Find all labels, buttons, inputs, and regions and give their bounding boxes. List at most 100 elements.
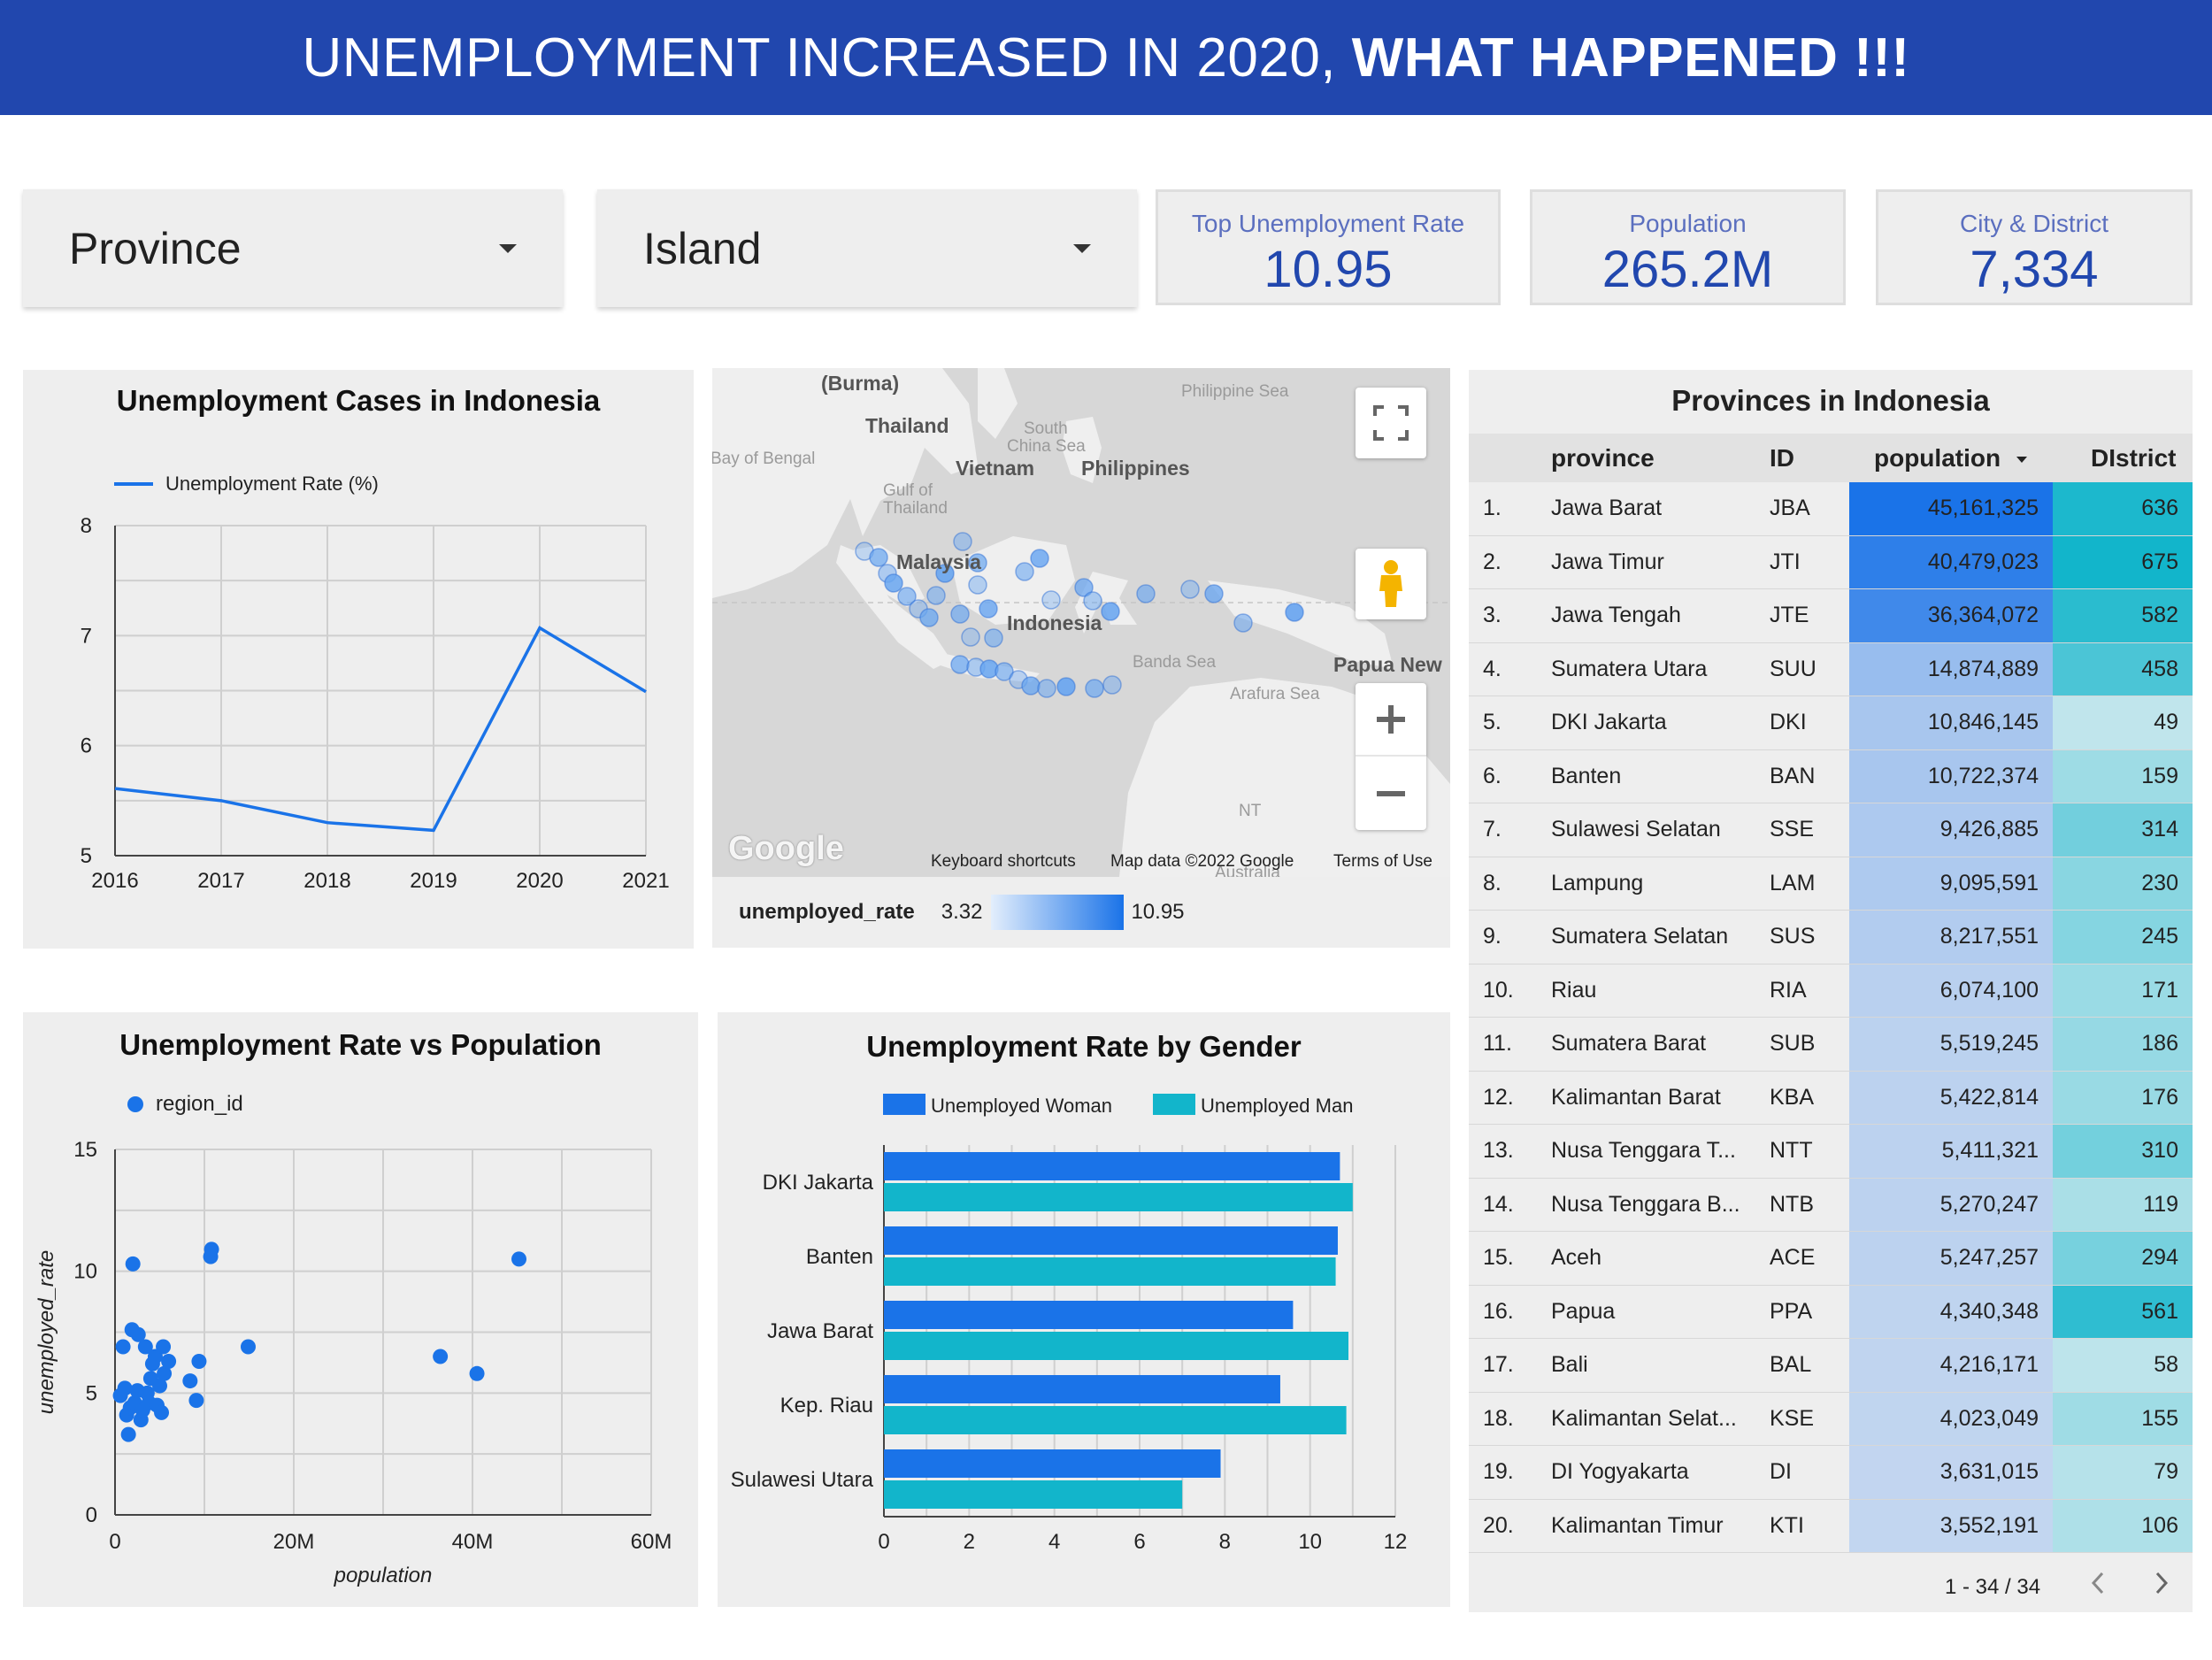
legend-dot-swatch: [127, 1096, 143, 1112]
cell-province: Kalimantan Barat: [1551, 1084, 1721, 1110]
table-row[interactable]: 1. Jawa Barat JBA 45,161,325 636: [1469, 482, 2193, 536]
y-tick-label: 7: [81, 624, 92, 648]
map-markers: [855, 532, 1304, 698]
island-filter-label: Island: [643, 223, 762, 273]
x-tick-label: 2021: [622, 869, 669, 893]
column-header-province[interactable]: province: [1551, 444, 1655, 472]
map-marker: [995, 662, 1014, 681]
table-row[interactable]: 13. Nusa Tenggara T... NTT 5,411,321 310: [1469, 1125, 2193, 1179]
island-filter[interactable]: Island: [597, 189, 1137, 307]
scatter-point: [240, 1339, 256, 1355]
x-tick-label: 2020: [516, 869, 563, 893]
row-number: 1.: [1483, 496, 1502, 521]
table-row[interactable]: 18. Kalimantan Selat... KSE 4,023,049 155: [1469, 1392, 2193, 1446]
province-filter[interactable]: Province: [23, 189, 563, 307]
map-label: Thailand: [865, 414, 949, 437]
row-number: 10.: [1483, 977, 1514, 1003]
cell-population: 45,161,325: [1849, 482, 2053, 535]
table-row[interactable]: 3. Jawa Tengah JTE 36,364,072 582: [1469, 589, 2193, 643]
cell-id: JTI: [1770, 549, 1801, 574]
legend-swatch-man: [1153, 1094, 1195, 1115]
prev-page-button[interactable]: [2088, 1570, 2108, 1604]
table-row[interactable]: 11. Sumatera Barat SUB 5,519,245 186: [1469, 1018, 2193, 1072]
map-label: Malaysia: [896, 550, 981, 573]
table-row[interactable]: 15. Aceh ACE 5,247,257 294: [1469, 1232, 2193, 1286]
cell-id: RIA: [1770, 977, 1807, 1003]
cell-district: 245: [2053, 911, 2193, 964]
cell-population: 14,874,889: [1849, 642, 2053, 696]
kpi-label: City & District: [1960, 210, 2108, 237]
provinces-table-panel: Provinces in Indonesia province ID popul…: [1469, 370, 2193, 1612]
map-indochina: [810, 368, 978, 536]
scatter-point: [188, 1393, 204, 1409]
kpi-label: Top Unemployment Rate: [1191, 210, 1465, 237]
table-header: province ID population DIstrict: [1469, 434, 2193, 482]
table-row[interactable]: 12. Kalimantan Barat KBA 5,422,814 176: [1469, 1071, 2193, 1125]
legend-line-swatch: [114, 482, 153, 486]
zoom-in-button[interactable]: [1356, 683, 1426, 757]
keyboard-shortcuts-link[interactable]: Keyboard shortcuts: [931, 852, 1076, 871]
next-page-button[interactable]: [2152, 1570, 2171, 1602]
map-label: NT: [1239, 802, 1262, 820]
bar-woman: [884, 1449, 1221, 1478]
table-row[interactable]: 9. Sumatera Selatan SUS 8,217,551 245: [1469, 911, 2193, 964]
map-marker: [950, 655, 970, 674]
cell-id: BAN: [1770, 763, 1816, 788]
map-new-guinea: [1208, 580, 1394, 669]
row-number: 13.: [1483, 1138, 1514, 1164]
scatter-grid: [114, 1149, 652, 1516]
table-row[interactable]: 2. Jawa Timur JTI 40,479,023 675: [1469, 535, 2193, 589]
table-row[interactable]: 10. Riau RIA 6,074,100 171: [1469, 964, 2193, 1018]
column-header-district[interactable]: DIstrict: [2091, 444, 2177, 472]
chevron-right-icon: [2155, 1572, 2169, 1595]
x-tick-label: 40M: [452, 1530, 494, 1554]
table-row[interactable]: 7. Sulawesi Selatan SSE 9,426,885 314: [1469, 803, 2193, 857]
map-label: Australia: [1215, 864, 1280, 877]
table-row[interactable]: 8. Lampung LAM 9,095,591 230: [1469, 857, 2193, 911]
unemployment-rate-line: [114, 626, 647, 833]
table-row[interactable]: 14. Nusa Tenggara B... NTB 5,270,247 119: [1469, 1178, 2193, 1232]
table-row[interactable]: 17. Bali BAL 4,216,171 58: [1469, 1339, 2193, 1393]
map-label: (Burma): [821, 372, 900, 395]
cell-id: SUU: [1770, 656, 1816, 681]
scatter-point: [152, 1378, 167, 1394]
table-row[interactable]: 4. Sumatera Utara SUU 14,874,889 458: [1469, 642, 2193, 696]
table-row[interactable]: 16. Papua PPA 4,340,348 561: [1469, 1285, 2193, 1339]
category-label: Kep. Riau: [780, 1394, 873, 1418]
minus-icon: [1377, 790, 1405, 796]
fullscreen-button[interactable]: [1356, 388, 1426, 458]
street-view-button[interactable]: [1356, 549, 1426, 619]
cell-population: 8,217,551: [1849, 911, 2053, 964]
row-number: 18.: [1483, 1405, 1514, 1431]
cell-province: Jawa Timur: [1551, 549, 1664, 574]
map-view[interactable]: (Burma) Thailand Vietnam Philippines Mal…: [712, 368, 1450, 877]
scatter-point: [511, 1251, 527, 1267]
terms-of-use-link[interactable]: Terms of Use: [1333, 852, 1432, 871]
page-title-bold: WHAT HAPPENED !!!: [1351, 27, 1910, 88]
cell-province: Kalimantan Selat...: [1551, 1405, 1737, 1431]
scatter-point: [156, 1339, 172, 1355]
scatter-chart-title: Unemployment Rate vs Population: [119, 1028, 602, 1061]
zoom-out-button[interactable]: [1356, 757, 1426, 830]
scatter-point: [433, 1349, 449, 1364]
cell-id: JBA: [1770, 496, 1810, 521]
cell-id: BAL: [1770, 1352, 1812, 1378]
x-tick-label: 2016: [91, 869, 138, 893]
column-header-id[interactable]: ID: [1770, 444, 1794, 472]
table-row[interactable]: 6. Banten BAN 10,722,374 159: [1469, 749, 2193, 803]
x-tick-label: 20M: [273, 1530, 315, 1554]
map-label: South: [1024, 419, 1068, 438]
table-row[interactable]: 20. Kalimantan Timur KTI 3,552,191 106: [1469, 1499, 2193, 1553]
row-number: 3.: [1483, 603, 1502, 628]
row-number: 16.: [1483, 1298, 1514, 1324]
y-tick-label: 5: [86, 1381, 97, 1405]
map-marker: [1074, 578, 1094, 597]
cell-id: NTT: [1770, 1138, 1813, 1164]
cell-province: Nusa Tenggara B...: [1551, 1191, 1740, 1217]
column-header-population[interactable]: population: [1874, 444, 2027, 473]
cell-district: 314: [2053, 803, 2193, 857]
cell-province: Aceh: [1551, 1245, 1601, 1271]
table-row[interactable]: 5. DKI Jakarta DKI 10,846,145 49: [1469, 696, 2193, 750]
table-row[interactable]: 19. DI Yogyakarta DI 3,631,015 79: [1469, 1446, 2193, 1500]
row-number: 2.: [1483, 549, 1502, 574]
